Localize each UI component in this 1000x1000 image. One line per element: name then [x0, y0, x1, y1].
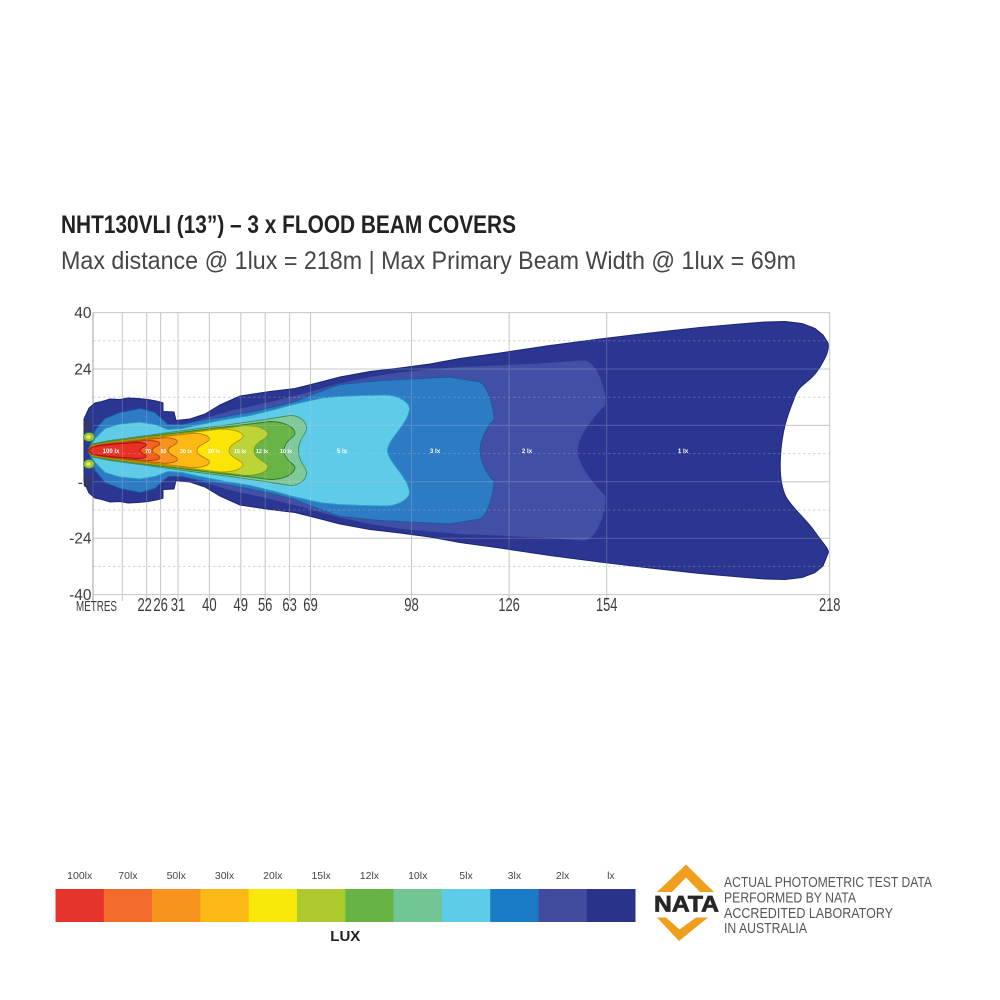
svg-text:15 lx: 15 lx: [234, 449, 247, 455]
svg-text:40: 40: [74, 305, 92, 322]
svg-text:-40: -40: [69, 587, 92, 604]
svg-text:-8: -8: [78, 474, 92, 491]
svg-text:69: 69: [303, 595, 318, 615]
svg-text:PERFORMED BY NATA: PERFORMED BY NATA: [724, 890, 856, 907]
svg-text:10 lx: 10 lx: [280, 449, 293, 455]
svg-text:5lx: 5lx: [459, 870, 473, 882]
svg-text:NHT130VLI (13”) – 3 x FLOOD BE: NHT130VLI (13”) – 3 x FLOOD BEAM COVERS: [61, 211, 516, 239]
svg-text:218: 218: [819, 595, 841, 615]
svg-text:ACCREDITED LABORATORY: ACCREDITED LABORATORY: [724, 905, 893, 922]
svg-text:98: 98: [404, 595, 419, 615]
svg-text:49: 49: [234, 595, 249, 615]
svg-text:NATA: NATA: [654, 892, 719, 917]
svg-text:12 lx: 12 lx: [256, 449, 269, 455]
svg-text:40: 40: [202, 595, 217, 615]
svg-text:15lx: 15lx: [311, 870, 331, 882]
svg-text:30 lx: 30 lx: [180, 449, 193, 455]
svg-text:63: 63: [282, 595, 297, 615]
svg-text:31: 31: [171, 595, 186, 615]
svg-text:126: 126: [498, 595, 520, 615]
svg-text:8: 8: [83, 418, 92, 435]
svg-text:LUX: LUX: [330, 928, 360, 945]
svg-text:1 lx: 1 lx: [678, 448, 689, 455]
svg-text:26: 26: [153, 595, 168, 615]
svg-text:100 lx: 100 lx: [103, 449, 120, 455]
svg-text:20lx: 20lx: [263, 870, 283, 882]
svg-text:50: 50: [161, 449, 167, 455]
svg-text:lx: lx: [607, 870, 615, 882]
svg-text:70: 70: [145, 449, 151, 455]
svg-text:IN AUSTRALIA: IN AUSTRALIA: [724, 920, 807, 937]
svg-text:20 lx: 20 lx: [208, 449, 221, 455]
svg-text:3 lx: 3 lx: [430, 448, 441, 455]
svg-text:ACTUAL PHOTOMETRIC TEST DATA: ACTUAL PHOTOMETRIC TEST DATA: [724, 874, 932, 891]
svg-text:154: 154: [596, 595, 618, 615]
svg-text:30lx: 30lx: [215, 870, 235, 882]
svg-text:METRES: METRES: [76, 598, 117, 615]
svg-text:12lx: 12lx: [360, 870, 380, 882]
svg-text:2lx: 2lx: [556, 870, 570, 882]
svg-text:24: 24: [74, 362, 92, 379]
svg-text:70lx: 70lx: [118, 870, 138, 882]
svg-text:22: 22: [137, 595, 152, 615]
svg-text:-24: -24: [69, 531, 92, 548]
svg-text:Max distance @ 1lux = 218m | M: Max distance @ 1lux = 218m | Max Primary…: [61, 247, 796, 275]
svg-text:2 lx: 2 lx: [522, 448, 533, 455]
svg-text:10lx: 10lx: [408, 870, 428, 882]
svg-text:50lx: 50lx: [167, 870, 187, 882]
svg-text:3lx: 3lx: [508, 870, 522, 882]
svg-text:56: 56: [258, 595, 273, 615]
svg-text:5 lx: 5 lx: [337, 448, 348, 455]
svg-text:100lx: 100lx: [67, 870, 93, 882]
